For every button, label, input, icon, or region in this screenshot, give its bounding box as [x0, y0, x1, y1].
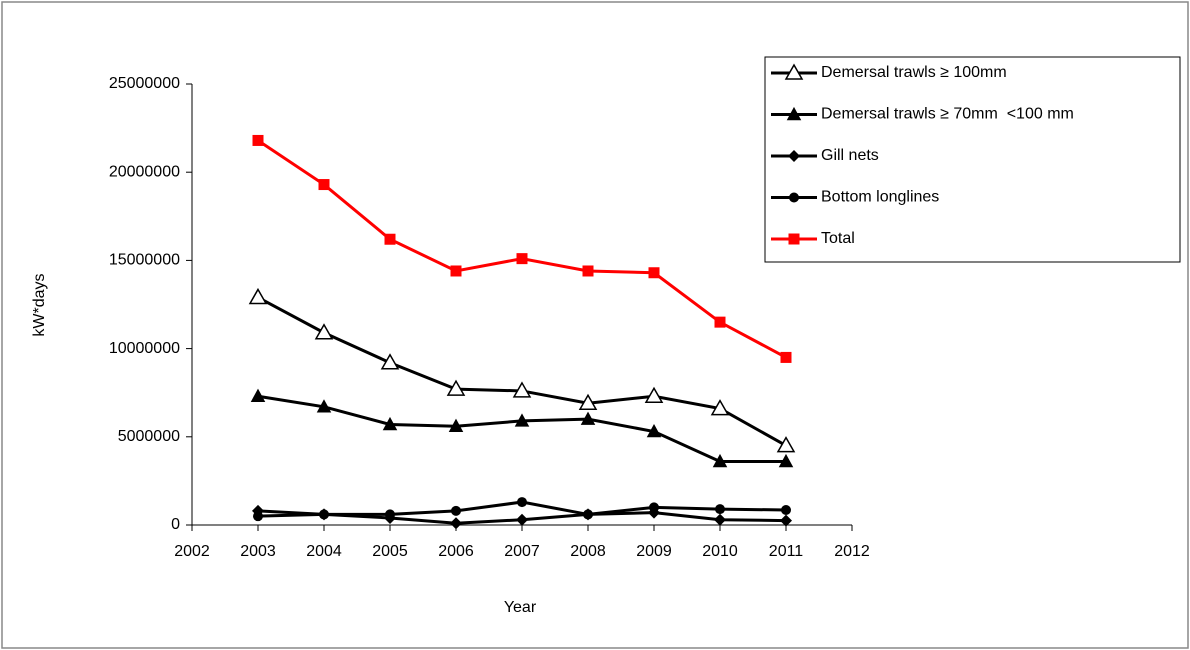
y-tick-label: 5000000 — [118, 428, 180, 445]
point — [516, 513, 528, 526]
point — [450, 517, 462, 530]
point — [253, 511, 263, 522]
x-tick-label: 2003 — [240, 543, 276, 560]
point — [582, 265, 594, 277]
point — [580, 411, 596, 425]
legend-marker — [788, 233, 800, 245]
point — [517, 497, 527, 508]
x-tick-label: 2011 — [769, 543, 804, 560]
y-tick-label: 25000000 — [109, 75, 180, 92]
point — [450, 265, 462, 277]
x-tick-label: 2002 — [174, 543, 210, 560]
point — [781, 505, 791, 516]
point — [446, 379, 466, 396]
point — [512, 381, 532, 398]
point — [714, 513, 726, 526]
legend-label: Total — [821, 230, 855, 247]
point — [578, 393, 598, 411]
legend-box — [764, 56, 1181, 263]
legend-marker — [784, 63, 804, 80]
point — [451, 505, 461, 516]
point — [776, 436, 796, 453]
legend-label: Bottom longlines — [821, 189, 939, 206]
point — [316, 399, 332, 413]
point — [252, 134, 264, 146]
y-tick-label: 15000000 — [109, 252, 180, 269]
point — [314, 323, 334, 340]
x-tick-label: 2005 — [372, 543, 408, 560]
x-tick-label: 2008 — [570, 543, 606, 560]
x-tick-label: 2006 — [438, 543, 474, 560]
y-axis-label: kW*days — [31, 273, 48, 336]
x-tick-label: 2007 — [504, 543, 540, 560]
point — [778, 453, 794, 468]
point — [382, 416, 398, 431]
point — [715, 504, 725, 515]
x-tick-label: 2004 — [306, 543, 342, 560]
point — [516, 253, 528, 265]
point — [780, 351, 792, 363]
point — [318, 179, 330, 191]
point — [248, 287, 268, 305]
point — [250, 388, 266, 402]
point — [448, 418, 464, 432]
point — [712, 453, 728, 468]
x-tick-label: 2010 — [702, 543, 738, 560]
point — [644, 386, 664, 403]
legend-label: Demersal trawls ≥ 70mm <100 mm — [821, 106, 1074, 123]
legend-marker — [786, 106, 802, 121]
point — [583, 509, 593, 520]
point — [649, 502, 659, 513]
y-tick-label: 0 — [171, 516, 180, 533]
y-tick-label: 20000000 — [109, 163, 180, 180]
legend-marker — [789, 192, 799, 203]
legend-marker — [788, 150, 800, 162]
point — [514, 413, 530, 427]
point — [710, 399, 730, 416]
point — [319, 509, 329, 520]
legend-label: Demersal trawls ≥ 100mm — [821, 64, 1007, 81]
x-tick-label: 2009 — [636, 543, 672, 560]
point — [714, 316, 726, 328]
point — [384, 233, 396, 245]
point — [380, 353, 400, 370]
point — [780, 514, 792, 527]
y-tick-label: 10000000 — [109, 340, 180, 357]
x-axis-label: Year — [504, 599, 537, 616]
legend-label: Gill nets — [821, 147, 879, 164]
x-tick-label: 2012 — [834, 543, 870, 560]
point — [646, 423, 662, 438]
point — [385, 509, 395, 520]
point — [648, 267, 660, 279]
